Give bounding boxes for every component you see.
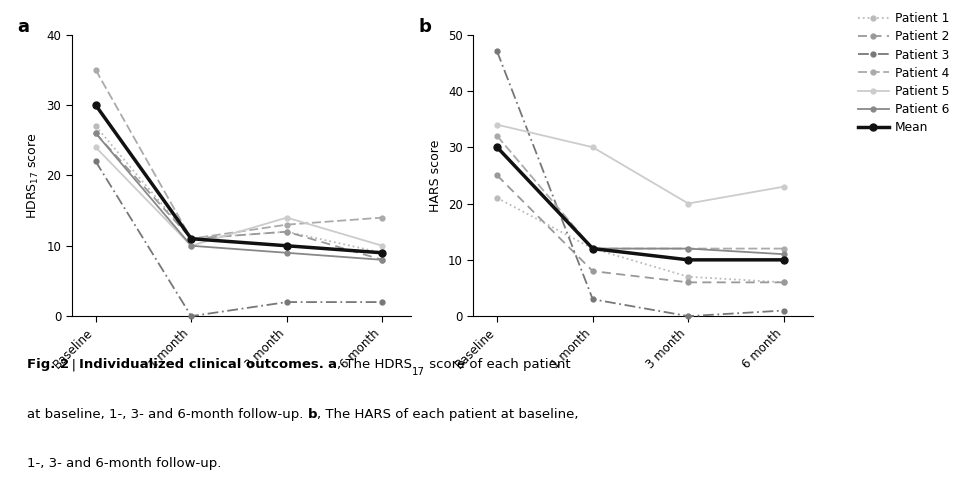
Text: score of each patient: score of each patient bbox=[424, 358, 571, 371]
Text: b: b bbox=[419, 18, 432, 36]
Text: , The HDRS: , The HDRS bbox=[337, 358, 412, 371]
Text: a: a bbox=[328, 358, 337, 371]
Y-axis label: HDRS$_{17}$ score: HDRS$_{17}$ score bbox=[26, 132, 41, 219]
Text: at baseline, 1-, 3- and 6-month follow-up.: at baseline, 1-, 3- and 6-month follow-u… bbox=[27, 408, 308, 420]
Legend: Patient 1, Patient 2, Patient 3, Patient 4, Patient 5, Patient 6, Mean: Patient 1, Patient 2, Patient 3, Patient… bbox=[853, 7, 954, 139]
Text: Fig. 2: Fig. 2 bbox=[27, 358, 69, 371]
Text: 1-, 3- and 6-month follow-up.: 1-, 3- and 6-month follow-up. bbox=[27, 457, 221, 470]
Text: a: a bbox=[17, 18, 30, 36]
Text: |: | bbox=[69, 358, 78, 371]
Text: , The HARS of each patient at baseline,: , The HARS of each patient at baseline, bbox=[316, 408, 578, 420]
Text: b: b bbox=[308, 408, 316, 420]
Y-axis label: HARS score: HARS score bbox=[429, 139, 443, 211]
Text: 17: 17 bbox=[412, 367, 424, 377]
Text: Individualized clinical outcomes.: Individualized clinical outcomes. bbox=[78, 358, 323, 371]
